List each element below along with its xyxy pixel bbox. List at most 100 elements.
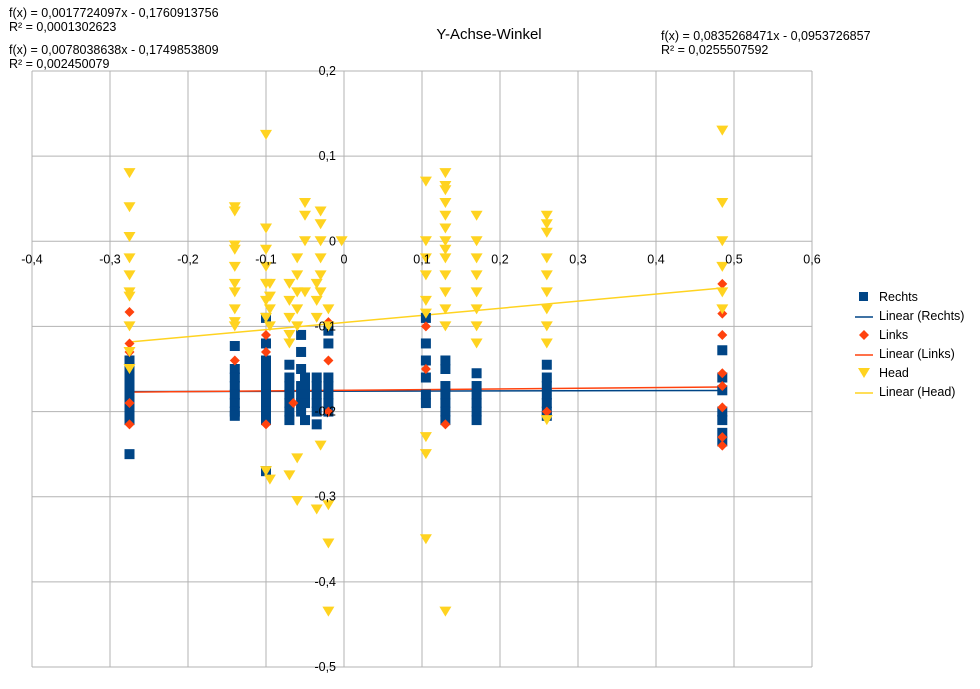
links-point: [323, 406, 334, 417]
head-point: [716, 261, 729, 272]
rechts-equation: f(x) = 0,0017724097x - 0,1760913756: [9, 6, 219, 20]
rechts-point: [471, 415, 482, 426]
head-point: [540, 219, 553, 230]
head-point: [419, 432, 432, 443]
rechts-point: [229, 364, 240, 374]
head-point: [263, 474, 276, 485]
x-tick-label: 0,5: [725, 252, 742, 266]
rechts-point: [420, 389, 431, 400]
head-point: [260, 312, 272, 323]
head-point: [419, 449, 432, 460]
links-equation: f(x) = 0,0078038638x - 0,1749853809: [9, 43, 219, 57]
rechts-point: [311, 381, 322, 392]
rechts-point: [541, 359, 552, 370]
rechts-point: [261, 406, 271, 417]
head-point: [228, 278, 241, 289]
rechts-point: [261, 355, 271, 366]
line-marker-icon: [855, 354, 873, 356]
head-point: [439, 253, 452, 264]
rechts-point: [284, 359, 295, 370]
head-point: [299, 210, 311, 221]
chart-title: Y-Achse-Winkel: [436, 26, 541, 43]
rechts-point: [420, 338, 431, 349]
head-point: [716, 287, 729, 298]
head-point: [439, 168, 452, 179]
rechts-point: [261, 338, 271, 349]
links-point: [261, 346, 271, 357]
head-point: [263, 321, 276, 332]
head-point: [439, 197, 452, 208]
x-tick-label: 0,2: [491, 252, 508, 266]
head-point: [283, 312, 296, 323]
links-point: [124, 419, 135, 430]
head-point: [291, 495, 304, 506]
rechts-point: [284, 372, 295, 383]
y-tick-label: 0,1: [319, 149, 336, 163]
head-equation: f(x) = 0,0835268471x - 0,0953726857: [661, 29, 871, 43]
links-point: [717, 402, 728, 413]
legend-label: Links: [879, 328, 909, 342]
head-point: [419, 270, 432, 281]
rechts-point: [541, 381, 552, 392]
head-point: [419, 253, 432, 264]
head-point: [419, 534, 432, 545]
links-point: [717, 440, 728, 451]
head-point: [310, 504, 323, 515]
links-point: [717, 381, 728, 392]
legend-label: Head: [879, 366, 909, 380]
links-point: [541, 406, 552, 417]
head-point: [228, 321, 241, 332]
head-point: [540, 415, 553, 426]
links-point: [124, 306, 135, 317]
links-point: [323, 355, 334, 366]
rechts-point: [323, 398, 334, 409]
rechts-point: [311, 372, 322, 383]
rechts-point: [300, 389, 310, 400]
line-marker-icon: [855, 392, 873, 394]
head-point: [299, 287, 311, 298]
diamond-marker-icon: [859, 330, 869, 340]
links-point: [288, 398, 299, 409]
head-point: [470, 210, 483, 221]
links-point: [420, 364, 431, 374]
x-tick-label: 0,4: [647, 252, 664, 266]
rechts-point: [541, 398, 552, 409]
rechts-point: [323, 389, 334, 400]
head-point: [291, 304, 304, 315]
head-point: [314, 270, 327, 281]
head-point: [540, 338, 553, 349]
head-point: [716, 304, 729, 315]
rechts-point: [323, 372, 334, 383]
head-point: [439, 321, 452, 332]
head-point: [439, 185, 452, 196]
rechts-point: [311, 398, 322, 409]
head-point: [322, 606, 335, 617]
rechts-point: [284, 406, 295, 417]
grid-lines: [31, 70, 813, 668]
links-point: [717, 278, 728, 289]
head-point: [540, 253, 553, 264]
head-point: [123, 321, 136, 332]
rechts-point: [296, 346, 307, 357]
head-point: [540, 304, 553, 315]
links-point: [124, 398, 135, 409]
head-point: [439, 287, 452, 298]
head-point: [123, 168, 136, 179]
head-point: [263, 304, 276, 315]
triangle-marker-icon: [858, 368, 870, 378]
head-point: [540, 210, 553, 221]
y-tick-label: -0,4: [314, 575, 336, 589]
x-tick-label: 0,1: [413, 252, 430, 266]
square-marker-icon: [859, 292, 868, 301]
rechts-point: [300, 372, 310, 383]
head-point: [470, 253, 483, 264]
rechts-point: [323, 381, 334, 392]
rechts-point: [311, 406, 322, 417]
rechts-point: [440, 364, 451, 374]
rechts-point: [323, 338, 334, 349]
head-point: [470, 338, 483, 349]
head-r-squared: R² = 0,0255507592: [661, 43, 769, 57]
rechts-point: [440, 381, 451, 392]
head-point: [123, 270, 136, 281]
